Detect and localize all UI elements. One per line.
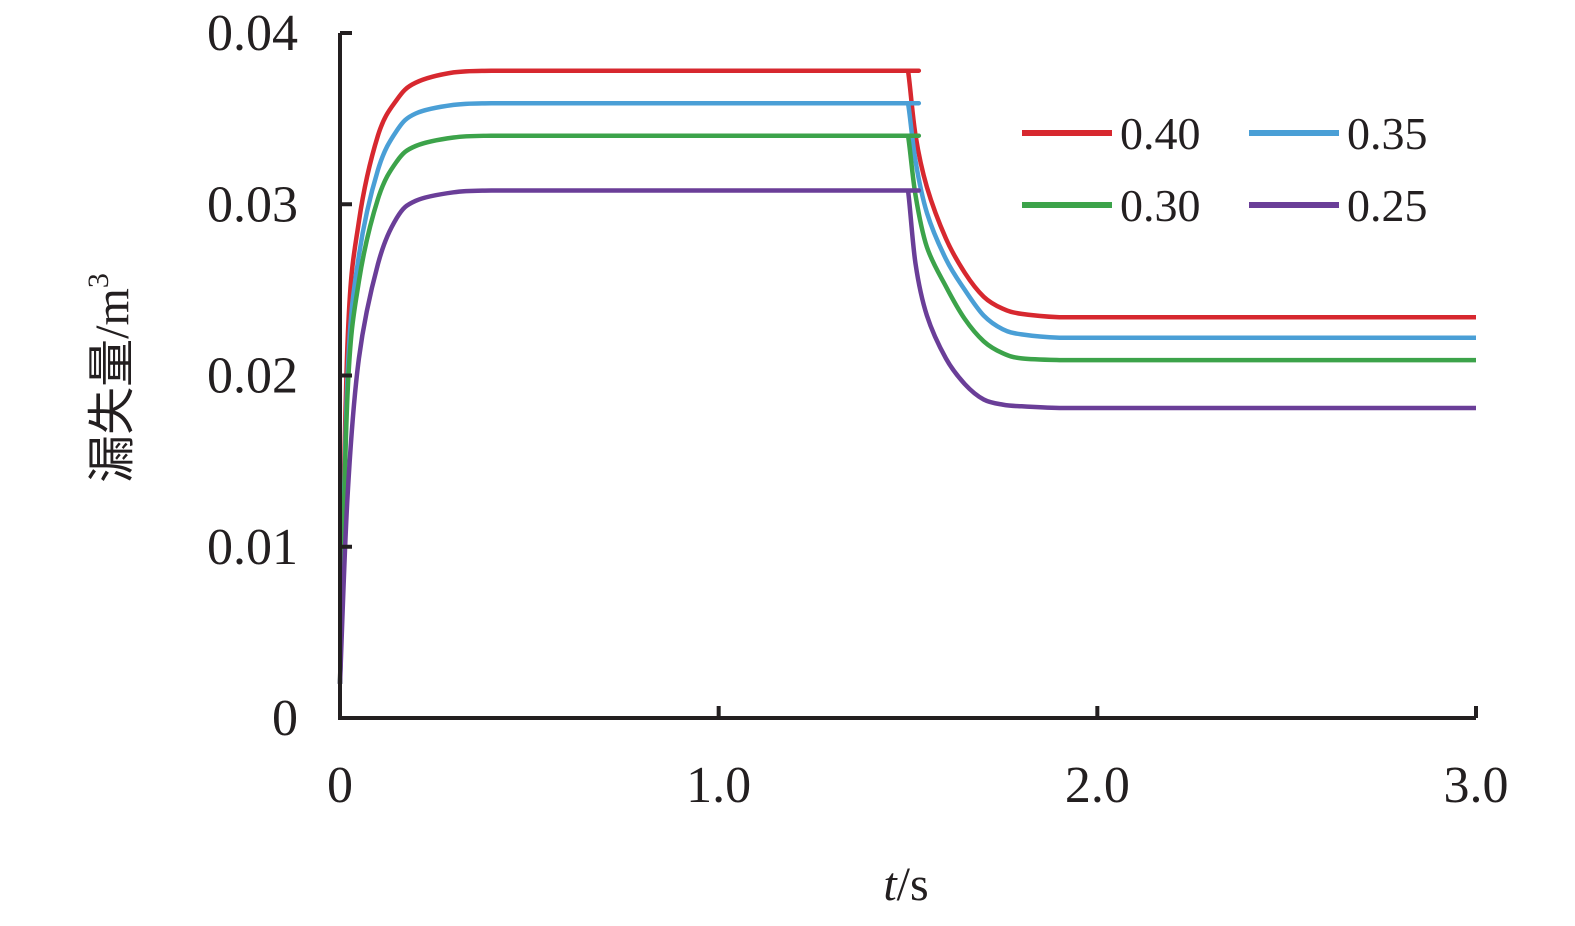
series-line-0 [337, 68, 1476, 684]
y-tick-label: 0.03 [207, 176, 298, 233]
x-tick-label: 2.0 [1065, 757, 1130, 814]
y-axis-title-main: 漏失量/m [86, 288, 139, 483]
y-axis-title: 漏失量/m3 [82, 273, 139, 483]
series-line-1 [337, 100, 1476, 684]
series-line-2 [337, 133, 1476, 684]
legend-label-3: 0.25 [1347, 180, 1428, 231]
legend-label-1: 0.35 [1347, 108, 1428, 159]
y-tick-label: 0.02 [207, 348, 298, 405]
y-axis-title-sup: 3 [82, 273, 115, 288]
legend-label-0: 0.40 [1120, 108, 1201, 159]
legend-label-2: 0.30 [1120, 180, 1201, 231]
series-line-3 [337, 188, 1476, 684]
y-tick-label: 0 [272, 690, 298, 747]
y-tick-label: 0.04 [207, 5, 298, 62]
legend: 0.40 0.35 0.30 0.25 [1022, 108, 1428, 231]
x-axis-title: t/s [883, 858, 928, 911]
x-tick-label: 1.0 [686, 757, 751, 814]
x-axis-title-unit: /s [897, 858, 929, 911]
x-axis-title-var: t [883, 858, 898, 911]
ticks-layer: 0 0.01 0.02 0.03 0.04 0 1.0 2.0 3.0 [207, 5, 1509, 814]
series-layer [337, 68, 1476, 684]
x-tick-label: 0 [327, 757, 353, 814]
y-tick-label: 0.01 [207, 519, 298, 576]
x-tick-label: 3.0 [1444, 757, 1509, 814]
